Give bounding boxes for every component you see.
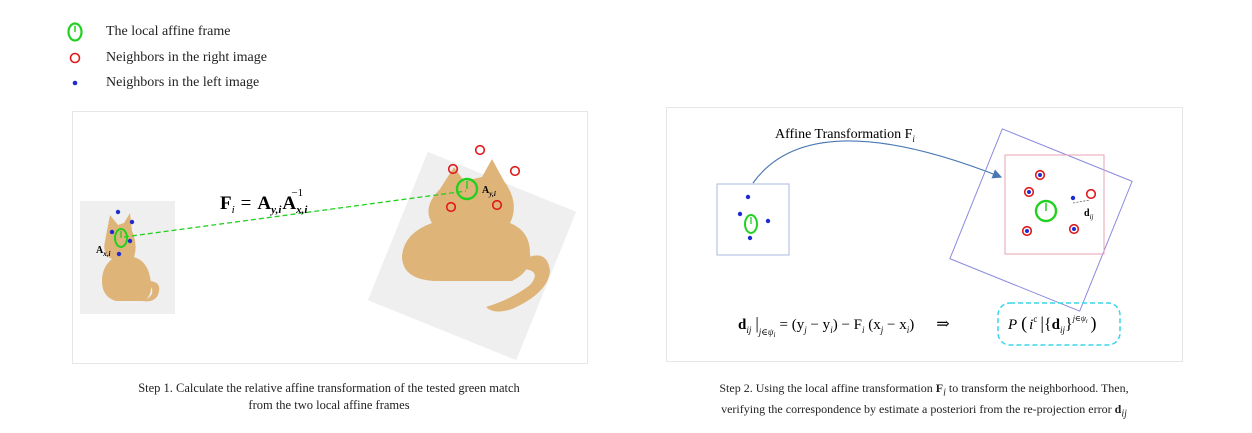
target-frame: [1004, 154, 1105, 255]
step2-panel: [666, 107, 1183, 362]
matched-neighbors: [1021, 169, 1080, 237]
right-cat: [402, 159, 550, 312]
legend-item-affine-frame: The local affine frame: [66, 22, 231, 42]
step1-caption-line2: from the two local affine frames: [248, 398, 410, 412]
source-neighbors: [737, 194, 771, 241]
right-frame-label: Ay,i: [482, 185, 496, 198]
step2-caption-line2: verifying the correspondence by estimate…: [721, 402, 1127, 420]
step1-panel: [72, 111, 588, 364]
step2-diagram: Affine Transformation Fi dij dij |j∈ψi= (…: [716, 127, 1133, 346]
step2-equation: dij |j∈ψi= (yj − yi) − Fi (xj − xi) ⇒: [738, 314, 950, 339]
blue-dot-icon: [66, 73, 88, 93]
red-circle-icon: [66, 48, 88, 68]
step1-diagram: Ax,i Ay,i Fi = Ay,iAx,i−1: [80, 144, 577, 361]
legend-label: Neighbors in the left image: [106, 75, 260, 90]
legend-label: Neighbors in the right image: [106, 50, 267, 65]
right-neighbors: [445, 144, 521, 213]
posterior-box: [997, 302, 1121, 346]
step1-caption: Step 1. Calculate the relative affine tr…: [72, 380, 586, 414]
target-affine-frame: [1034, 199, 1058, 223]
projected-neighbor: [1070, 195, 1076, 201]
step1-formula: Fi = Ay,iAx,i−1: [220, 187, 308, 216]
arrow-label: Affine Transformation Fi: [775, 127, 915, 144]
right-affine-frame: [455, 177, 479, 201]
error-label: dij: [1084, 208, 1094, 221]
legend-item-left-neighbors: Neighbors in the left image: [66, 73, 259, 93]
step1-caption-line1: Step 1. Calculate the relative affine tr…: [138, 381, 520, 395]
posterior-formula: P(ic |{dij}j∈ψi): [1007, 313, 1096, 335]
left-cat: [102, 213, 160, 302]
correspondence-line: [123, 190, 467, 238]
target-neighbor: [1085, 188, 1097, 200]
legend-label: The local affine frame: [106, 24, 231, 39]
legend-item-right-neighbors: Neighbors in the right image: [66, 48, 267, 68]
error-vector: [1072, 199, 1091, 204]
green-ellipse-icon: [66, 22, 88, 42]
step2-caption: Step 2. Using the local affine transform…: [650, 380, 1198, 423]
source-neighborhood-box: [716, 183, 790, 256]
source-affine-frame: [744, 214, 758, 234]
left-neighbors: [109, 209, 135, 257]
left-frame-label: Ax,i: [96, 245, 110, 258]
step2-caption-line1: Step 2. Using the local affine transform…: [719, 381, 1129, 399]
left-affine-frame: [114, 228, 128, 248]
transform-arrow: [752, 140, 1003, 184]
